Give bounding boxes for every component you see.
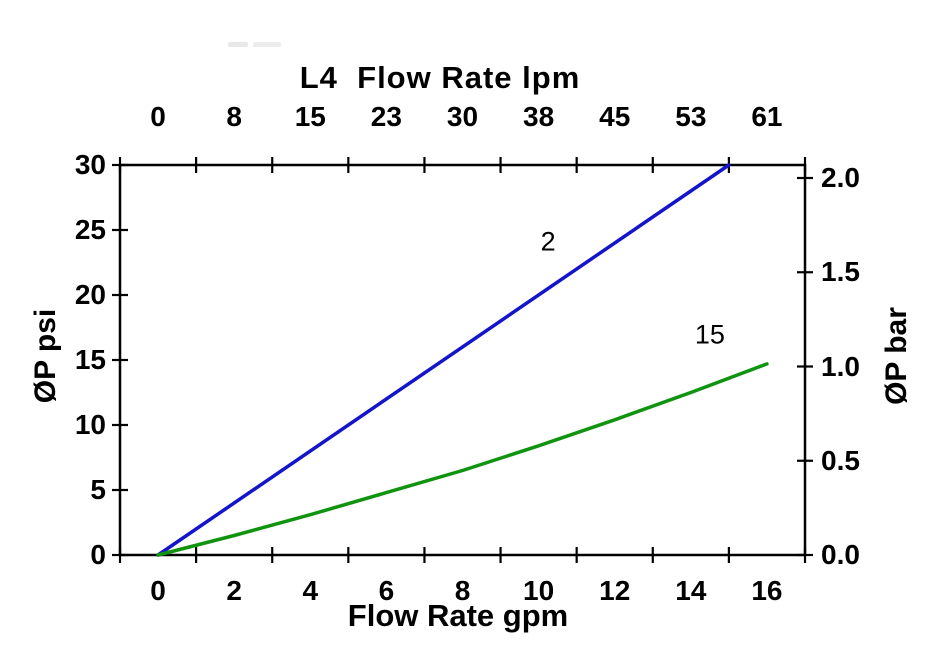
top-tick-label: 38 (523, 101, 555, 132)
top-tick-label: 0 (150, 101, 166, 132)
series-line-2 (156, 163, 731, 557)
left-tick-label: 15 (74, 344, 106, 375)
top-tick-label: 15 (294, 101, 326, 132)
bottom-tick-label: 2 (226, 575, 242, 606)
series-label-2: 2 (540, 226, 556, 257)
series-label-15: 15 (694, 319, 725, 350)
bottom-tick-label: 16 (751, 575, 783, 606)
bottom-tick-label: 8 (454, 575, 471, 606)
bottom-tick-label: 12 (599, 575, 631, 606)
artifact-mark (228, 42, 248, 47)
top-tick-label: 45 (599, 101, 631, 132)
top-tick-label: 53 (675, 101, 707, 132)
right-tick-label: 1.5 (821, 256, 860, 288)
bottom-tick-label: 10 (523, 575, 555, 606)
series-line-15 (156, 362, 769, 557)
bottom-tick-label: 4 (302, 575, 319, 606)
left-tick-label: 20 (74, 279, 106, 310)
chart-title: L4 Flow Rate lpm (299, 60, 581, 95)
left-tick-label: 10 (74, 409, 106, 440)
bottom-tick-label: 14 (675, 575, 707, 606)
top-tick-label: 23 (370, 101, 402, 132)
artifact-mark (253, 42, 281, 47)
right-tick-label: 0.0 (821, 539, 860, 570)
left-tick-label: 5 (90, 474, 106, 505)
top-tick-label: 30 (446, 101, 479, 132)
right-tick-label: 2.0 (821, 162, 860, 193)
left-tick-label: 30 (74, 149, 106, 180)
left-tick-label: 25 (74, 214, 106, 245)
top-tick-label: 61 (751, 101, 783, 132)
right-tick-label: 1.0 (821, 350, 860, 382)
bottom-tick-label: 6 (378, 575, 395, 606)
plot-frame (118, 163, 807, 557)
top-tick-label: 8 (226, 101, 242, 132)
bottom-tick-label: 0 (150, 575, 166, 606)
right-tick-label: 0.5 (821, 444, 860, 476)
bottom-axis-title: Flow Rate gpm (347, 598, 569, 633)
left-tick-label: 0 (90, 539, 106, 570)
